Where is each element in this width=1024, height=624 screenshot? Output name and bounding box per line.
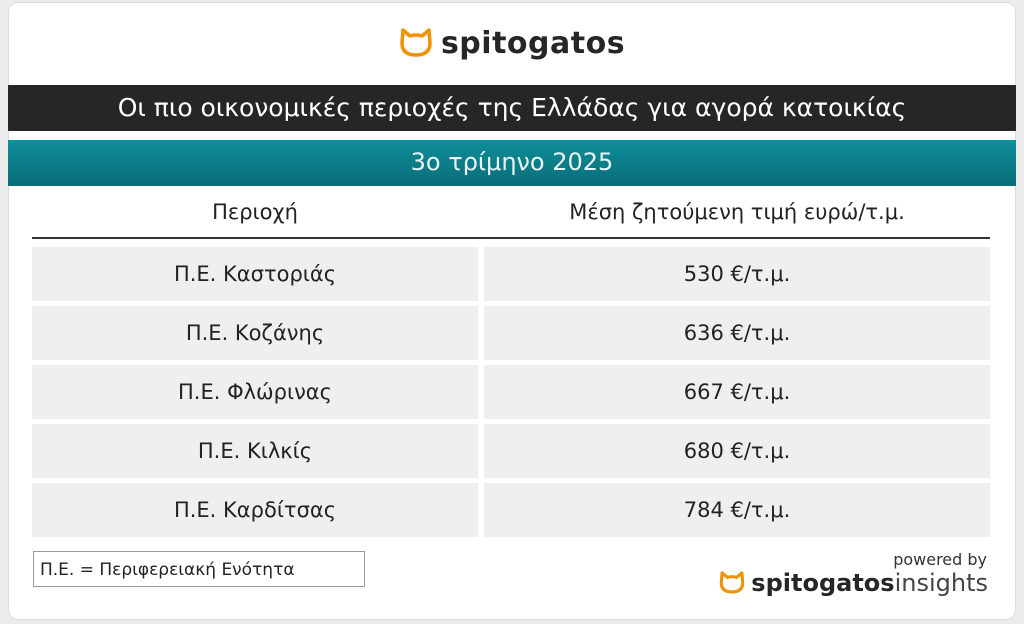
- region-cell: Π.Ε. Φλώρινας: [32, 365, 478, 419]
- price-cell: 530 €/τ.μ.: [484, 247, 990, 301]
- column-header: Περιοχή: [212, 200, 298, 224]
- logo-icon: [400, 28, 432, 57]
- region-cell: Π.Ε. Καστοριάς: [32, 247, 478, 301]
- brand-suffix: insights: [894, 569, 988, 597]
- brand-icon: [720, 571, 745, 594]
- price-cell: 667 €/τ.μ.: [484, 365, 990, 419]
- region-cell: Π.Ε. Κοζάνης: [32, 306, 478, 360]
- title: Οι πιο οικονομικές περιοχές της Ελλάδας …: [8, 85, 1016, 131]
- region-cell: Π.Ε. Καρδίτσας: [32, 483, 478, 537]
- powered-by: powered by: [893, 550, 987, 569]
- column-header: Μέση ζητούμενη τιμή ευρώ/τ.μ.: [569, 200, 905, 224]
- brand: spitogatosinsights: [719, 569, 988, 597]
- logo: spitogatos: [0, 26, 1024, 61]
- price-cell: 680 €/τ.μ.: [484, 424, 990, 478]
- header-rule: [32, 237, 990, 239]
- price-cell: 636 €/τ.μ.: [484, 306, 990, 360]
- price-cell: 784 €/τ.μ.: [484, 483, 990, 537]
- region-cell: Π.Ε. Κιλκίς: [32, 424, 478, 478]
- brand-name: spitogatos: [751, 569, 895, 597]
- note: Π.Ε. = Περιφερειακή Ενότητα: [33, 551, 365, 587]
- logo-text: spitogatos: [440, 26, 626, 61]
- subtitle: 3ο τρίμηνο 2025: [8, 140, 1016, 186]
